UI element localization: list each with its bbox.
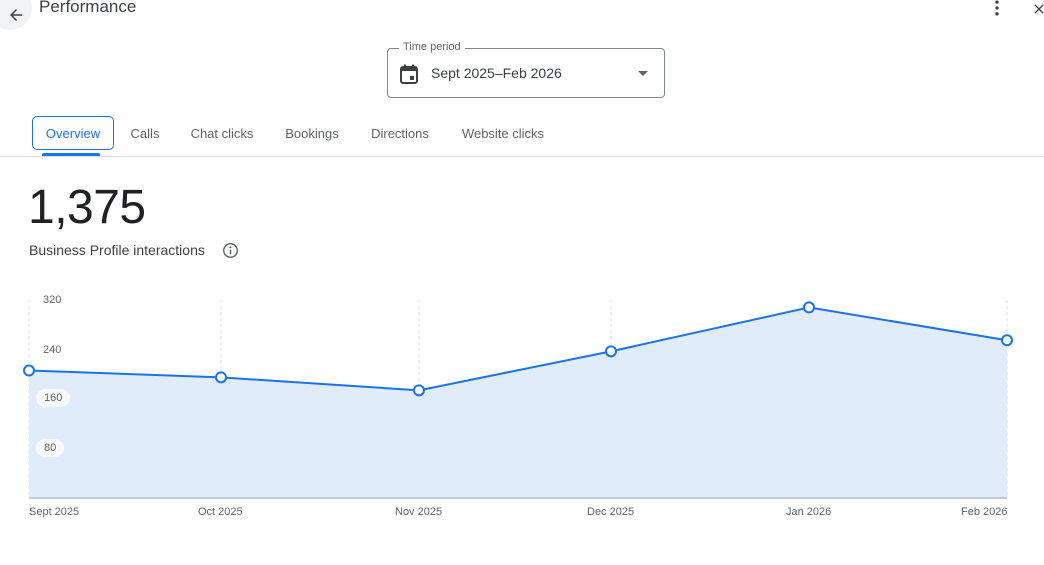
x-tick-label: Dec 2025 — [587, 506, 635, 518]
y-tick-label: 160 — [36, 389, 71, 407]
tab-calls[interactable]: Calls — [130, 125, 160, 141]
calendar-icon — [400, 64, 418, 84]
data-point[interactable] — [605, 345, 617, 358]
tab-bar: Overview Calls Chat clicks Bookings Dire… — [0, 116, 1044, 157]
area-fill — [29, 307, 1007, 498]
y-tick-label: 240 — [43, 344, 62, 356]
back-button[interactable] — [0, 0, 32, 30]
x-tick-label: Sept 2025 — [29, 506, 80, 518]
y-tick-label: 320 — [43, 294, 62, 306]
data-point[interactable] — [215, 371, 227, 384]
chevron-down-icon — [638, 71, 648, 76]
more-options-button[interactable] — [987, 0, 1007, 18]
x-tick-label: Feb 2026 — [961, 506, 1008, 518]
more-vertical-icon — [995, 0, 999, 16]
x-tick-label: Oct 2025 — [198, 506, 243, 518]
chart-plot — [23, 300, 1013, 499]
close-icon — [1034, 4, 1044, 14]
data-point[interactable] — [23, 364, 35, 377]
tab-directions[interactable]: Directions — [371, 125, 429, 141]
series-line — [28, 306, 1008, 392]
y-tick-label: 80 — [36, 439, 65, 457]
time-period-select[interactable]: Time period Sept 2025–Feb 2026 — [387, 41, 665, 98]
active-tab-indicator — [42, 153, 100, 156]
total-interactions-value: 1,375 — [28, 181, 146, 234]
data-point[interactable] — [1001, 334, 1013, 347]
info-icon[interactable] — [222, 242, 239, 259]
tab-bookings[interactable]: Bookings — [285, 125, 339, 141]
tab-website-clicks[interactable]: Website clicks — [461, 125, 545, 141]
close-button[interactable] — [1030, 0, 1044, 18]
x-tick-label: Jan 2026 — [786, 506, 832, 518]
tab-chat-clicks[interactable]: Chat clicks — [190, 125, 254, 141]
page-title: Performance — [39, 0, 137, 16]
time-period-label: Time period — [399, 41, 465, 53]
interactions-chart: 320 240 160 80 Sept 2025 Oct 2025 Nov 20… — [0, 290, 1044, 530]
tab-overview[interactable]: Overview — [32, 116, 114, 150]
x-tick-label: Nov 2025 — [395, 506, 443, 518]
arrow-left-icon — [10, 9, 22, 21]
data-point[interactable] — [803, 301, 815, 314]
data-point[interactable] — [413, 384, 425, 397]
time-period-value: Sept 2025–Feb 2026 — [431, 65, 562, 81]
metric-label: Business Profile interactions — [29, 242, 205, 258]
